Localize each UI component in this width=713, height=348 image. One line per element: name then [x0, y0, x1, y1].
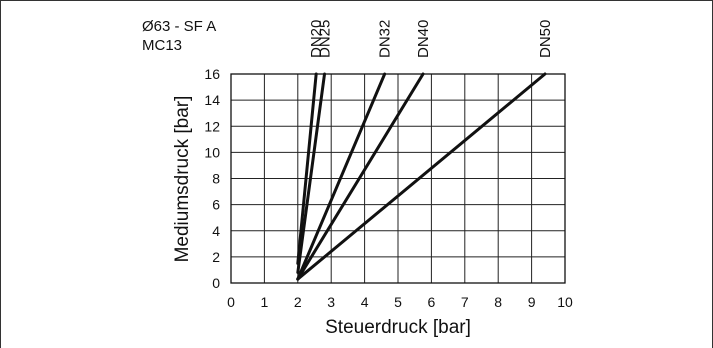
y-tick-label: 0	[212, 275, 220, 291]
x-tick-label: 6	[428, 294, 436, 310]
plot-area-border	[230, 73, 566, 284]
y-tick-label: 6	[212, 197, 220, 213]
x-tick-label: 0	[227, 294, 235, 310]
y-tick-label: 14	[204, 92, 220, 108]
grid	[230, 73, 566, 284]
y-tick-label: 10	[204, 144, 220, 160]
annotation-size: Ø63 - SF A	[142, 18, 216, 35]
series-line-dn50	[296, 72, 547, 281]
series-label-dn20: DN20	[308, 20, 325, 58]
x-tick-label: 2	[294, 294, 302, 310]
series-label-dn40: DN40	[415, 20, 432, 58]
series-label-dn32: DN32	[377, 20, 394, 58]
x-tick-label: 3	[327, 294, 335, 310]
y-tick-label: 12	[204, 118, 220, 134]
annotation-model: MC13	[142, 37, 182, 54]
axes	[230, 73, 566, 284]
series-line-dn32	[296, 72, 387, 281]
series-lines	[296, 72, 547, 281]
series-label-dn50: DN50	[537, 20, 554, 58]
y-tick-label: 4	[212, 223, 220, 239]
series-line-dn25	[296, 72, 327, 275]
x-tick-labels: 0 1 2 3 4 5 6 7 8 9 10	[227, 294, 573, 310]
series-line-dn20	[296, 72, 318, 265]
y-tick-label: 2	[212, 249, 220, 265]
y-axis-label: Mediumsdruck [bar]	[172, 96, 193, 263]
x-tick-label: 10	[557, 294, 573, 310]
y-tick-labels: 0 2 4 6 8 10 12 14 16	[204, 66, 220, 291]
x-axis-label: Steuerdruck [bar]	[325, 317, 471, 338]
x-tick-label: 7	[461, 294, 469, 310]
x-tick-label: 9	[528, 294, 536, 310]
x-tick-label: 8	[494, 294, 502, 310]
x-tick-label: 4	[361, 294, 369, 310]
y-tick-label: 16	[204, 66, 220, 82]
y-tick-label: 8	[212, 171, 220, 187]
series-label-dn25: DN25	[317, 20, 334, 58]
x-tick-label: 5	[394, 294, 402, 310]
series-line-dn40	[296, 72, 425, 281]
x-tick-label: 1	[261, 294, 269, 310]
